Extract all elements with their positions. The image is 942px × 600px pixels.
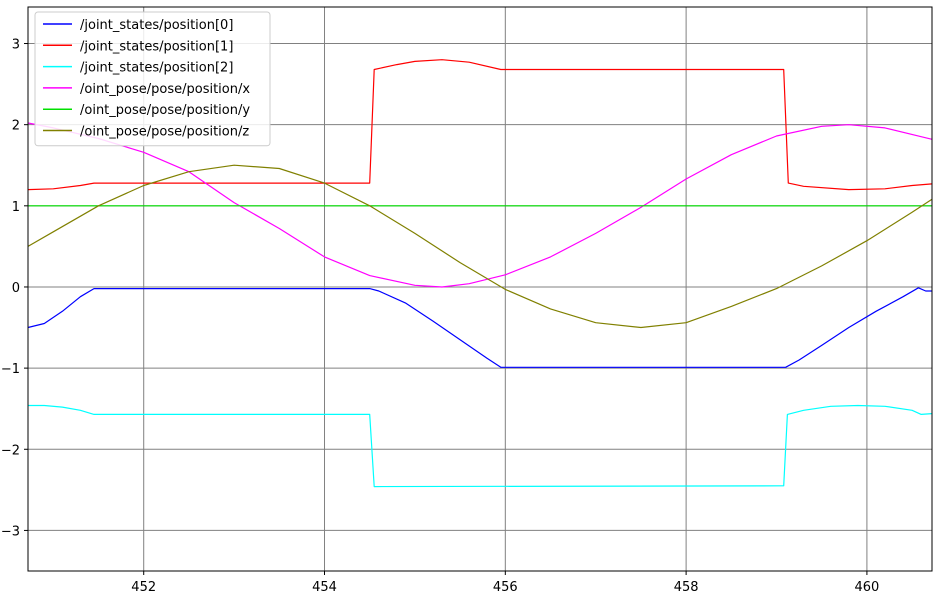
y-tick-label: −3	[1, 524, 20, 539]
series-lines	[27, 59, 933, 488]
y-tick-label: 1	[12, 200, 20, 215]
x-tick-label: 460	[854, 580, 879, 595]
legend-label: /joint_states/position[0]	[80, 18, 233, 33]
series-line-1	[27, 59, 933, 191]
x-tick-label: 452	[131, 580, 156, 595]
series-line-2	[28, 404, 933, 488]
legend-box	[34, 11, 271, 147]
legend-label: /joint_states/position[1]	[80, 39, 233, 54]
legend-label: /joint_states/position[2]	[80, 61, 233, 76]
axes: 452 454 456 458 460 −3 −2 −1 0 1 2 3	[1, 38, 879, 595]
series-line-0	[27, 287, 932, 368]
y-tick-label: 3	[12, 38, 20, 53]
legend: /joint_states/position[0] /joint_states/p…	[34, 11, 271, 147]
series-line-3	[27, 122, 933, 288]
y-tick-label: 0	[12, 281, 20, 296]
y-tick-label: −2	[1, 443, 20, 458]
legend-label: /oint_pose/pose/position/x	[80, 82, 250, 97]
legend-label: /oint_pose/pose/position/z	[80, 125, 249, 140]
y-tick-label: −1	[1, 362, 20, 377]
y-tick-label: 2	[12, 119, 20, 134]
series-line-5	[27, 164, 933, 329]
x-tick-label: 458	[674, 580, 699, 595]
x-tick-label: 454	[312, 580, 337, 595]
legend-label: /oint_pose/pose/position/y	[80, 103, 250, 118]
x-tick-label: 456	[493, 580, 518, 595]
plot-frame	[27, 6, 933, 572]
